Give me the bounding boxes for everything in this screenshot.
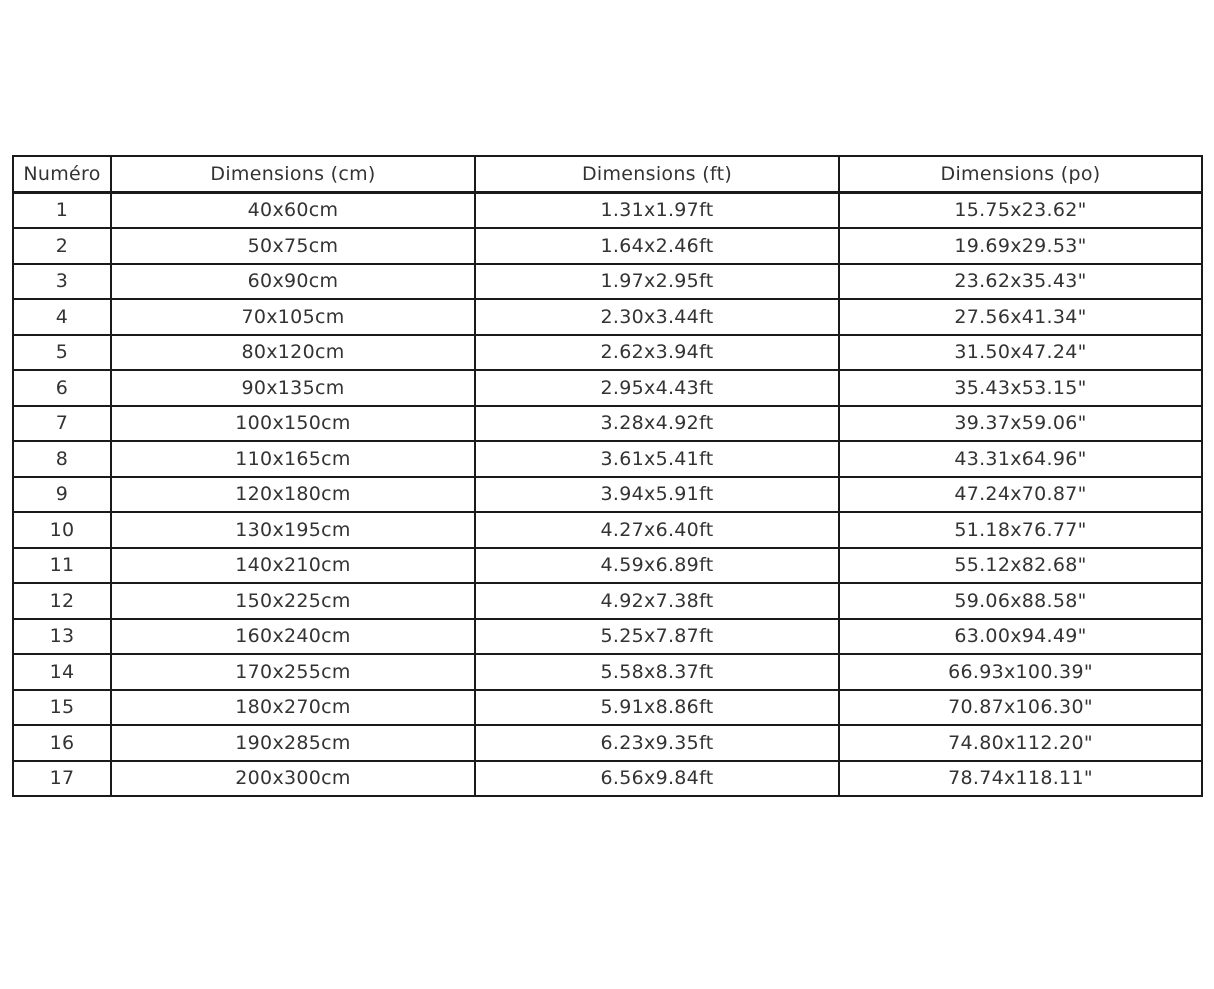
cell-ft: 5.58x8.37ft — [474, 653, 840, 691]
cell-numero: 11 — [12, 546, 112, 584]
cell-ft: 1.97x2.95ft — [474, 262, 840, 300]
table-row: 15 180x270cm 5.91x8.86ft 70.87x106.30" — [12, 688, 1203, 726]
cell-numero: 13 — [12, 617, 112, 655]
cell-numero: 3 — [12, 262, 112, 300]
cell-numero: 5 — [12, 333, 112, 371]
cell-ft: 4.27x6.40ft — [474, 511, 840, 549]
header-row: Numéro Dimensions (cm) Dimensions (ft) D… — [12, 155, 1203, 194]
cell-po: 39.37x59.06" — [838, 404, 1203, 442]
cell-numero: 4 — [12, 298, 112, 336]
cell-cm: 100x150cm — [110, 404, 476, 442]
cell-ft: 3.28x4.92ft — [474, 404, 840, 442]
cell-po: 27.56x41.34" — [838, 298, 1203, 336]
column-header-ft: Dimensions (ft) — [474, 155, 840, 194]
cell-cm: 150x225cm — [110, 582, 476, 620]
cell-ft: 6.23x9.35ft — [474, 724, 840, 762]
table-row: 7 100x150cm 3.28x4.92ft 39.37x59.06" — [12, 404, 1203, 442]
cell-cm: 90x135cm — [110, 369, 476, 407]
table-row: 16 190x285cm 6.23x9.35ft 74.80x112.20" — [12, 724, 1203, 762]
table-row: 13 160x240cm 5.25x7.87ft 63.00x94.49" — [12, 617, 1203, 655]
cell-cm: 70x105cm — [110, 298, 476, 336]
cell-po: 74.80x112.20" — [838, 724, 1203, 762]
cell-numero: 10 — [12, 511, 112, 549]
table-row: 6 90x135cm 2.95x4.43ft 35.43x53.15" — [12, 369, 1203, 407]
cell-numero: 7 — [12, 404, 112, 442]
cell-cm: 50x75cm — [110, 227, 476, 265]
cell-numero: 12 — [12, 582, 112, 620]
cell-po: 31.50x47.24" — [838, 333, 1203, 371]
cell-po: 15.75x23.62" — [838, 191, 1203, 229]
cell-ft: 4.59x6.89ft — [474, 546, 840, 584]
cell-ft: 2.95x4.43ft — [474, 369, 840, 407]
table-row: 11 140x210cm 4.59x6.89ft 55.12x82.68" — [12, 546, 1203, 584]
cell-cm: 110x165cm — [110, 440, 476, 478]
cell-po: 55.12x82.68" — [838, 546, 1203, 584]
cell-ft: 1.64x2.46ft — [474, 227, 840, 265]
cell-po: 35.43x53.15" — [838, 369, 1203, 407]
table-row: 3 60x90cm 1.97x2.95ft 23.62x35.43" — [12, 262, 1203, 300]
cell-cm: 130x195cm — [110, 511, 476, 549]
cell-numero: 1 — [12, 191, 112, 229]
table-row: 14 170x255cm 5.58x8.37ft 66.93x100.39" — [12, 653, 1203, 691]
cell-ft: 3.61x5.41ft — [474, 440, 840, 478]
cell-cm: 140x210cm — [110, 546, 476, 584]
column-header-po: Dimensions (po) — [838, 155, 1203, 194]
cell-ft: 2.30x3.44ft — [474, 298, 840, 336]
table-row: 4 70x105cm 2.30x3.44ft 27.56x41.34" — [12, 298, 1203, 336]
column-header-numero: Numéro — [12, 155, 112, 194]
column-header-cm: Dimensions (cm) — [110, 155, 476, 194]
cell-ft: 3.94x5.91ft — [474, 475, 840, 513]
table-row: 1 40x60cm 1.31x1.97ft 15.75x23.62" — [12, 191, 1203, 229]
cell-cm: 170x255cm — [110, 653, 476, 691]
cell-ft: 5.91x8.86ft — [474, 688, 840, 726]
table-row: 17 200x300cm 6.56x9.84ft 78.74x118.11" — [12, 759, 1203, 797]
cell-numero: 8 — [12, 440, 112, 478]
cell-po: 66.93x100.39" — [838, 653, 1203, 691]
cell-numero: 14 — [12, 653, 112, 691]
cell-cm: 160x240cm — [110, 617, 476, 655]
cell-cm: 60x90cm — [110, 262, 476, 300]
cell-po: 70.87x106.30" — [838, 688, 1203, 726]
cell-ft: 2.62x3.94ft — [474, 333, 840, 371]
cell-cm: 200x300cm — [110, 759, 476, 797]
cell-numero: 17 — [12, 759, 112, 797]
cell-po: 43.31x64.96" — [838, 440, 1203, 478]
cell-po: 23.62x35.43" — [838, 262, 1203, 300]
cell-po: 63.00x94.49" — [838, 617, 1203, 655]
cell-cm: 40x60cm — [110, 191, 476, 229]
dimensions-conversion-table: Numéro Dimensions (cm) Dimensions (ft) D… — [12, 155, 1203, 797]
cell-cm: 180x270cm — [110, 688, 476, 726]
cell-cm: 80x120cm — [110, 333, 476, 371]
table-row: 2 50x75cm 1.64x2.46ft 19.69x29.53" — [12, 227, 1203, 265]
table-header: Numéro Dimensions (cm) Dimensions (ft) D… — [12, 155, 1203, 194]
cell-po: 51.18x76.77" — [838, 511, 1203, 549]
cell-cm: 190x285cm — [110, 724, 476, 762]
table-row: 5 80x120cm 2.62x3.94ft 31.50x47.24" — [12, 333, 1203, 371]
cell-cm: 120x180cm — [110, 475, 476, 513]
cell-po: 47.24x70.87" — [838, 475, 1203, 513]
cell-numero: 9 — [12, 475, 112, 513]
table-row: 9 120x180cm 3.94x5.91ft 47.24x70.87" — [12, 475, 1203, 513]
cell-po: 59.06x88.58" — [838, 582, 1203, 620]
cell-numero: 16 — [12, 724, 112, 762]
cell-po: 78.74x118.11" — [838, 759, 1203, 797]
table-row: 12 150x225cm 4.92x7.38ft 59.06x88.58" — [12, 582, 1203, 620]
cell-ft: 4.92x7.38ft — [474, 582, 840, 620]
cell-numero: 15 — [12, 688, 112, 726]
cell-ft: 1.31x1.97ft — [474, 191, 840, 229]
cell-po: 19.69x29.53" — [838, 227, 1203, 265]
table-row: 10 130x195cm 4.27x6.40ft 51.18x76.77" — [12, 511, 1203, 549]
cell-numero: 2 — [12, 227, 112, 265]
cell-ft: 5.25x7.87ft — [474, 617, 840, 655]
cell-numero: 6 — [12, 369, 112, 407]
table-body: 1 40x60cm 1.31x1.97ft 15.75x23.62" 2 50x75cm 1… — [12, 191, 1203, 797]
cell-ft: 6.56x9.84ft — [474, 759, 840, 797]
table-row: 8 110x165cm 3.61x5.41ft 43.31x64.96" — [12, 440, 1203, 478]
